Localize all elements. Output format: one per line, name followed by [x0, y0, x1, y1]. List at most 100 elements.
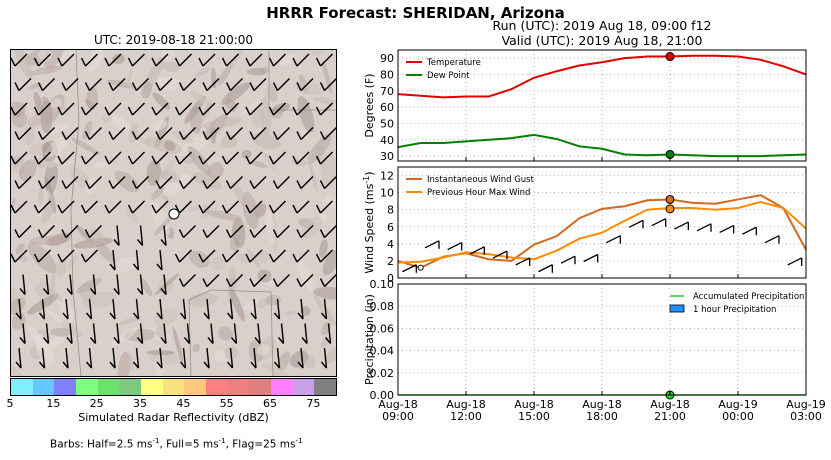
y-tick-label: 0	[387, 272, 394, 285]
terrain-shading	[146, 160, 162, 186]
wind-barb	[89, 274, 97, 295]
wind-barb	[221, 102, 239, 116]
y-tick-label: 8	[387, 204, 394, 217]
y-tick-label: 2	[387, 255, 394, 268]
wind-barb	[84, 176, 102, 189]
terrain-shading	[86, 229, 104, 246]
colorbar-swatch	[119, 379, 142, 395]
wind-barb	[174, 249, 192, 263]
y-tick-label: 40	[380, 134, 394, 147]
colorbar-tick-label: 55	[219, 397, 234, 410]
wind-barb	[203, 298, 210, 320]
wind-barb	[11, 249, 28, 263]
wind-barb	[272, 127, 290, 140]
terrain-shading	[164, 140, 176, 152]
terrain-shading	[256, 344, 270, 356]
wind-barb	[225, 274, 243, 287]
wind-barb	[292, 102, 310, 116]
wind-barb	[80, 200, 98, 214]
wind-barb	[296, 78, 314, 91]
wind-barb	[108, 176, 126, 189]
wind-barb	[11, 53, 28, 67]
wind-barb	[104, 53, 122, 67]
wind-barb	[160, 323, 167, 344]
wind-barb	[226, 298, 234, 320]
terrain-shading	[307, 156, 319, 194]
terrain-shading	[241, 149, 252, 159]
terrain-shading	[45, 190, 51, 199]
wind-barb	[742, 226, 757, 236]
wind-barb	[178, 78, 196, 91]
wind-barb	[151, 53, 169, 67]
wind-barb	[37, 127, 55, 140]
terrain-shading	[126, 67, 133, 88]
terrain-shading	[280, 53, 294, 67]
terrain-shading	[256, 298, 268, 309]
wind-barb	[324, 323, 332, 344]
wind-barb	[315, 53, 333, 67]
terrain-shading	[322, 249, 336, 276]
wind-barb	[292, 249, 310, 263]
terrain-shading	[11, 312, 26, 330]
terrain-shading	[221, 82, 251, 105]
legend-label: Previous Hour Max Wind	[427, 188, 530, 198]
wind-barb	[447, 241, 463, 251]
wind-barb	[38, 298, 46, 320]
terrain-shading	[29, 235, 69, 246]
wind-barb	[57, 249, 75, 263]
terrain-shading	[297, 258, 314, 292]
wind-barb	[183, 323, 191, 344]
x-tick-label: Aug-18	[582, 398, 621, 411]
wind-barb	[297, 298, 304, 320]
wind-barb	[62, 347, 69, 369]
terrain-shading	[110, 114, 136, 137]
terrain-shading	[76, 277, 102, 294]
legend-label: Instantaneous Wind Gust	[427, 175, 535, 185]
wind-barb	[151, 151, 169, 165]
wind-barb	[245, 102, 263, 116]
legend-swatch	[669, 304, 685, 313]
wind-barb	[109, 298, 116, 320]
wind-barb	[225, 78, 243, 91]
wind-barb	[113, 323, 120, 344]
wind-barb	[109, 249, 116, 271]
terrain-shading	[252, 132, 281, 150]
colorbar-swatch	[314, 379, 337, 395]
wind-barb	[268, 102, 286, 116]
county-border	[268, 50, 336, 111]
wind-barb	[132, 249, 140, 271]
wind-barb	[225, 176, 243, 189]
wind-barb	[583, 253, 599, 263]
wind-barb	[156, 249, 163, 271]
wind-barb	[245, 151, 263, 165]
wind-barb	[179, 298, 187, 320]
wind-barb	[131, 78, 149, 91]
terrain-shading	[18, 159, 37, 182]
wind-barb	[155, 127, 173, 140]
wind-barb	[61, 127, 79, 140]
wind-barb	[156, 298, 163, 320]
reflectivity-map[interactable]	[10, 49, 337, 377]
terrain-shading	[91, 161, 110, 169]
x-tick-label: Aug-18	[378, 398, 417, 411]
wind-barb	[315, 102, 333, 116]
terrain-shading	[118, 315, 142, 326]
terrain-shading	[33, 91, 44, 115]
terrain-shading	[262, 362, 293, 376]
wind-barb	[230, 323, 238, 344]
terrain-shading	[38, 185, 44, 206]
wind-barb	[315, 249, 333, 263]
terrain-shading	[189, 250, 210, 268]
wind-barb	[226, 347, 234, 369]
terrain-shading	[172, 326, 184, 364]
terrain-shading	[265, 295, 281, 306]
y-tick-label: 50	[380, 117, 394, 130]
terrain-shading	[235, 253, 253, 263]
wind-barb	[249, 225, 267, 238]
terrain-shading	[126, 210, 139, 224]
county-border	[70, 50, 82, 376]
wind-barb	[104, 151, 122, 165]
wind-barb	[85, 298, 93, 320]
wind-barb	[11, 102, 28, 116]
terrain-shading	[259, 96, 272, 136]
